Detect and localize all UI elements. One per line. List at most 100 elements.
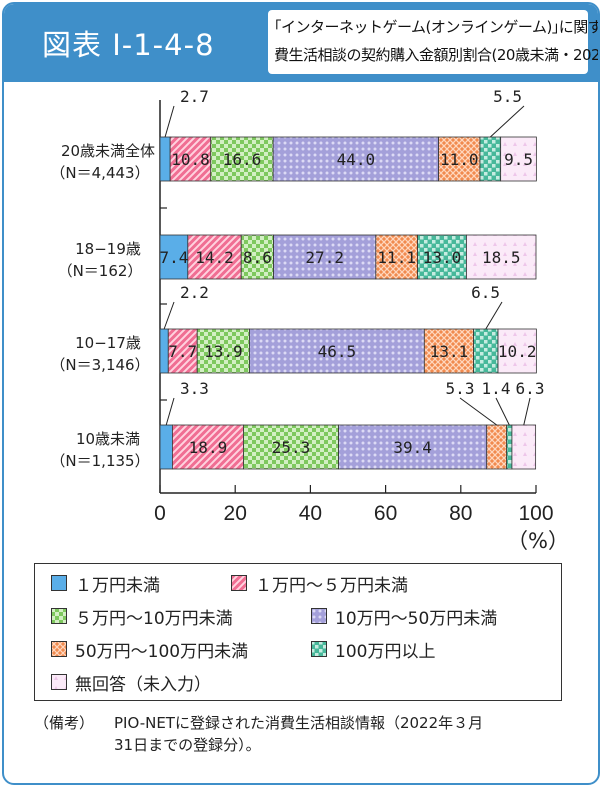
category-label: 20歳未満全体 [61, 142, 155, 160]
legend-label: 50万円～100万円未満 [75, 641, 249, 662]
bar-segment [159, 328, 169, 374]
bar-segment [169, 136, 212, 182]
note-line-1: PIO-NETに登録された消費生活相談情報（2022年３月 [114, 714, 484, 732]
legend-item-50k-100k: ５万円～10万円未満 [51, 604, 233, 629]
x-tick-label: 80 [449, 502, 472, 525]
figure-label: 図表 I-1-4-8 [42, 28, 215, 62]
bar-segment [423, 328, 474, 374]
data-label: 9.5 [504, 150, 533, 169]
figure-title: ｢インターネットゲーム(オンラインゲーム)｣に関する消 費生活相談の契約購入金額… [268, 10, 600, 74]
stacked-bar-chart: 0 20 40 60 80 100 （%） 20歳未満全体 （N＝4,443） 18−19歳 （N＝… [50, 87, 569, 553]
legend-item-100k-500k: 10万円～50万円未満 [311, 604, 498, 629]
callout-line [523, 397, 531, 426]
legend-item-under-10k: １万円未満 [51, 571, 160, 596]
bar-segment [473, 328, 499, 374]
bar-segment [486, 424, 508, 470]
legend-item-no-answer: 無回答（未入力） [51, 670, 211, 695]
legend-item-10k-50k: １万円～５万円未満 [231, 571, 408, 596]
data-label: 25.3 [272, 438, 311, 457]
x-tick-label: 60 [374, 502, 397, 525]
category-n-label: （N＝4,443） [50, 164, 149, 182]
legend-label: ５万円～10万円未満 [75, 608, 233, 629]
category-n-label: （N＝1,135） [50, 452, 149, 470]
callout-line [165, 397, 175, 426]
title-line-1: ｢インターネットゲーム(オンラインゲーム)｣に関する消 [274, 18, 600, 36]
category-n-label: （N＝3,146） [50, 356, 149, 374]
data-label: 2.2 [180, 283, 209, 302]
data-label: 1.4 [482, 379, 511, 398]
data-label: 13.9 [204, 342, 243, 361]
x-tick-label: 40 [299, 502, 322, 525]
note-label: （備考） [34, 714, 95, 732]
bar-segment [500, 136, 537, 182]
note-line-2: 31日までの登録分）。 [114, 736, 261, 754]
bar-segment [159, 136, 171, 182]
callout-line [164, 105, 175, 138]
bar-segment [466, 234, 537, 280]
data-label: 44.0 [337, 150, 376, 169]
legend-swatch [231, 575, 247, 591]
data-label: 7.7 [168, 342, 197, 361]
legend-label: 無回答（未入力） [75, 674, 211, 695]
legend-swatch [311, 641, 327, 657]
data-label: 3.3 [180, 379, 209, 398]
figure-header: 図表 I-1-4-8 ｢インターネットゲーム(オンラインゲーム)｣に関する消 費… [4, 4, 598, 82]
data-label: 18.9 [189, 438, 228, 457]
data-label: 2.7 [180, 87, 209, 106]
chart-legend: １万円未満 １万円～５万円未満 ５万円～10万円未満 10万円～50万円未満 50万円～… [34, 563, 562, 701]
callout-line [485, 301, 503, 330]
bar-segment [497, 328, 537, 374]
data-label: 27.2 [305, 248, 344, 267]
data-label: 14.2 [195, 248, 234, 267]
bar-segment [338, 424, 488, 470]
legend-swatch [311, 608, 327, 624]
bar-segment [167, 328, 198, 374]
data-label: 6.5 [471, 283, 500, 302]
legend-item-500k-1m: 50万円～100万円未満 [51, 637, 249, 662]
legend-label: １万円～５万円未満 [255, 575, 408, 596]
data-label: 13.0 [423, 248, 462, 267]
legend-swatch [51, 641, 67, 657]
bar-segment [210, 136, 274, 182]
bar-segment [172, 424, 244, 470]
legend-item-over-1m: 100万円以上 [311, 637, 436, 662]
bar-segment [272, 136, 440, 182]
x-axis-unit: （%） [507, 529, 569, 553]
legend-swatch [51, 674, 67, 690]
callout-line [163, 301, 175, 330]
bar-segment [438, 136, 481, 182]
data-label: 10.2 [498, 342, 537, 361]
data-label: 6.3 [516, 379, 545, 398]
legend-label: 10万円～50万円未満 [335, 608, 498, 629]
bar-segment [479, 136, 502, 182]
callout-line [459, 397, 498, 426]
data-label: 8.6 [243, 248, 272, 267]
legend-label: 100万円以上 [335, 641, 436, 662]
category-label: 18−19歳 [75, 240, 141, 258]
category-n-label: （N＝162） [58, 262, 143, 280]
title-line-2: 費生活相談の契約購入金額別割合(20歳未満・2021年) [274, 46, 600, 64]
data-label: 11.0 [440, 150, 479, 169]
x-tick-label: 100 [518, 502, 553, 525]
data-label: 18.5 [482, 248, 521, 267]
data-label: 10.8 [171, 150, 210, 169]
category-label: 10−17歳 [75, 334, 141, 352]
data-label: 7.4 [159, 248, 188, 267]
bar-segment [511, 424, 537, 470]
legend-swatch [51, 608, 67, 624]
bar-segment [159, 234, 189, 280]
data-label: 5.3 [446, 379, 475, 398]
bar-segment [273, 234, 377, 280]
legend-label: １万円未満 [75, 575, 160, 596]
x-tick-label: 20 [224, 502, 247, 525]
bar-segment [506, 424, 513, 470]
bar-segment [159, 424, 173, 470]
data-label: 13.1 [430, 342, 469, 361]
data-label: 16.6 [223, 150, 262, 169]
bar-segment [243, 424, 339, 470]
category-label: 10歳未満 [76, 430, 140, 448]
callout-line [489, 105, 525, 138]
bar-segment [240, 234, 274, 280]
data-label: 39.4 [393, 438, 432, 457]
